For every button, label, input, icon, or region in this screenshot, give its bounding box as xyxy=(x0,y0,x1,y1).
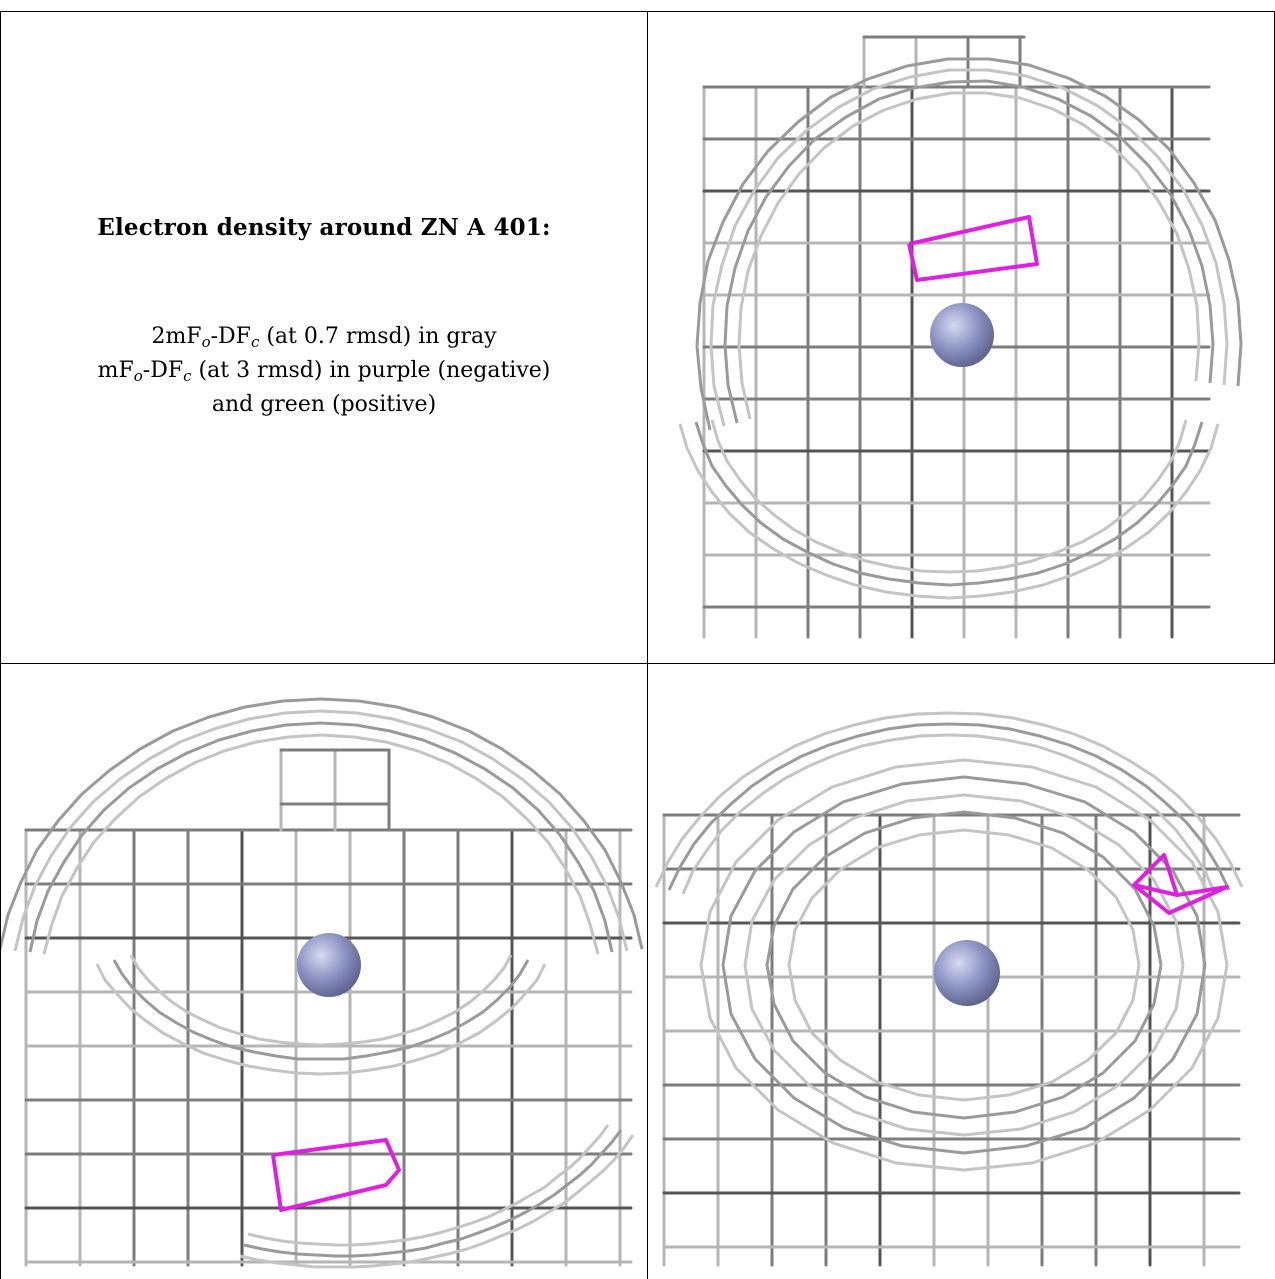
mesh-curve xyxy=(654,711,1244,888)
legend-line-difference: mFo-DFc (at 3 rmsd) in purple (negative) xyxy=(97,358,551,385)
mesh-curve-inner xyxy=(112,959,530,1061)
border-top xyxy=(0,11,1275,12)
mesh-ellipse xyxy=(743,793,1185,1137)
mesh-curve-lower xyxy=(239,1134,635,1269)
density-panel-top-right xyxy=(649,12,1275,663)
mesh-curve-lower xyxy=(678,423,1220,600)
legend-line-gray: 2mFo-DFc (at 0.7 rmsd) in gray xyxy=(151,324,497,351)
mesh-curve xyxy=(28,721,614,953)
zinc-atom-sphere xyxy=(297,933,361,997)
mesh-curve xyxy=(709,68,1229,427)
mesh-ellipse xyxy=(765,810,1163,1120)
density-panel-bottom-right xyxy=(649,665,1275,1279)
legend-line-positive: and green (positive) xyxy=(211,392,437,417)
mesh-curve xyxy=(723,79,1215,424)
border-left xyxy=(0,11,1,1279)
density-panel-bottom-left xyxy=(1,665,647,1279)
mesh-curve-inner xyxy=(129,954,513,1047)
mesh-curve-lower xyxy=(710,419,1188,574)
border-middle xyxy=(0,663,1275,664)
mesh-curve-lower xyxy=(247,1124,610,1247)
legend-cell: Electron density around ZN A 401: 2mFo-D… xyxy=(1,12,647,663)
mesh-ellipse xyxy=(787,828,1141,1102)
negative-density-contour xyxy=(1132,853,1229,915)
mesh-curve xyxy=(1,697,644,950)
legend-description: 2mFo-DFc (at 0.7 rmsd) in gray mFo-DFc (… xyxy=(1,320,647,422)
mesh-curve xyxy=(667,722,1231,891)
legend-title: Electron density around ZN A 401: xyxy=(97,214,551,241)
mesh-curve xyxy=(13,709,629,952)
zinc-atom-sphere xyxy=(934,940,1000,1006)
mesh-curve-inner xyxy=(95,963,547,1076)
mesh-curve xyxy=(737,91,1201,420)
negative-density-contour xyxy=(271,1138,401,1212)
mesh-ellipse xyxy=(721,775,1207,1155)
mesh-curve-lower xyxy=(243,1129,623,1258)
mesh-curve-lower xyxy=(694,421,1204,587)
mesh-curve xyxy=(42,733,600,955)
zinc-atom-sphere xyxy=(930,303,994,367)
mesh-curve xyxy=(695,57,1243,431)
negative-density-contour xyxy=(907,215,1039,282)
mesh-curve xyxy=(681,733,1217,895)
border-center xyxy=(647,11,648,1279)
mesh-ellipse xyxy=(699,758,1229,1172)
